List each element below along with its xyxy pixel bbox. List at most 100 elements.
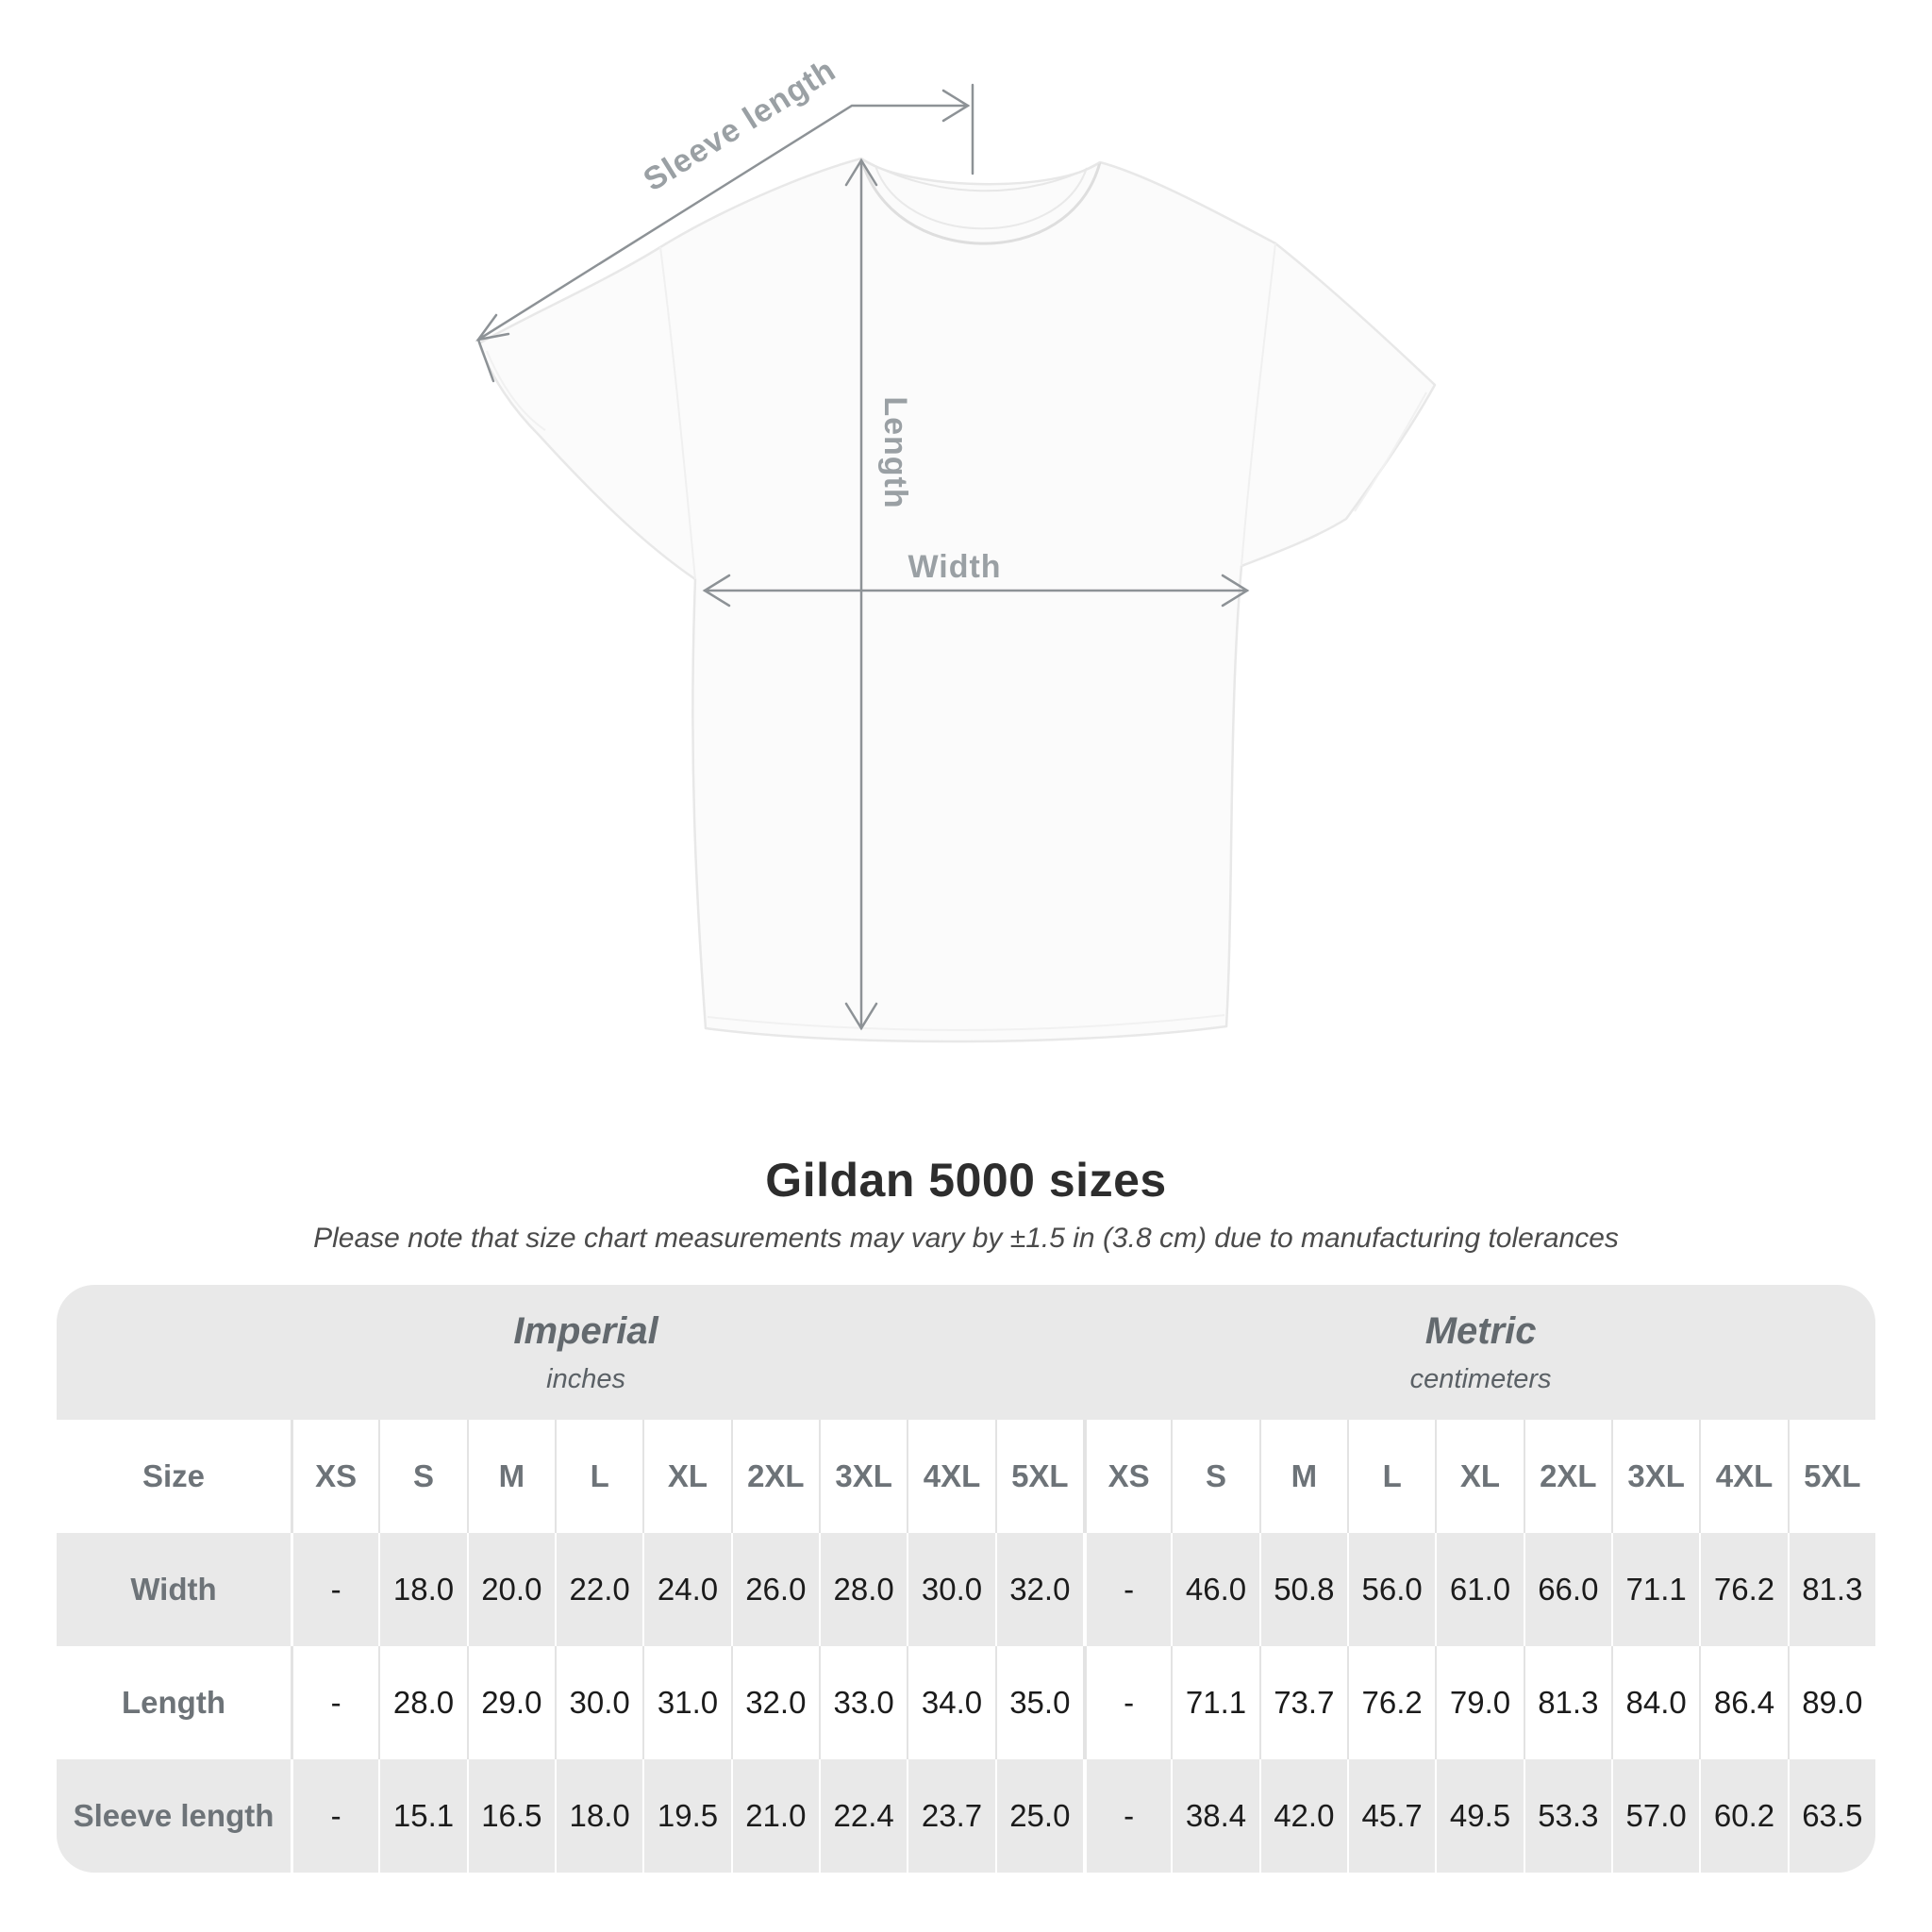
metric-header: Metric centimeters [1410, 1310, 1552, 1395]
row-label: Width [130, 1572, 217, 1607]
arrowhead-diagonal [475, 313, 510, 341]
metric-header-unit: centimeters [1409, 1363, 1552, 1394]
row-label: Sleeve length [73, 1798, 275, 1833]
tshirt-illustration [477, 157, 1437, 1043]
hem-stitch-line [707, 1014, 1225, 1032]
arrowhead-down [844, 1002, 878, 1031]
table-cell: 34.0 [907, 1646, 994, 1759]
table-cell: 22.4 [819, 1759, 907, 1873]
table-cell: 30.0 [907, 1533, 994, 1646]
table-cell: 86.4 [1699, 1646, 1787, 1759]
size-header-cell: 2XL [730, 1420, 819, 1533]
size-table: Imperial inches Metric centimeters Size … [57, 1285, 1875, 1873]
arrowhead-right2 [1221, 574, 1250, 608]
table-row-sleeve-length: Sleeve length - 15.1 16.5 18.0 19.5 21.0… [57, 1759, 1875, 1873]
table-cell: 19.5 [642, 1759, 730, 1873]
length-dimension-line [844, 158, 878, 1031]
tshirt-measurement-diagram: Sleeve length Length Width [475, 52, 1437, 1043]
size-header-cell: XS [1083, 1420, 1171, 1533]
page-title: Gildan 5000 sizes [765, 1154, 1167, 1207]
table-cell: 79.0 [1435, 1646, 1523, 1759]
size-header-cell: 4XL [1699, 1420, 1787, 1533]
table-cell: 15.1 [378, 1759, 466, 1873]
table-cell: 20.0 [466, 1533, 555, 1646]
table-cell: 32.0 [730, 1646, 819, 1759]
tshirt-body [477, 157, 1437, 1043]
table-cell: 50.8 [1258, 1533, 1347, 1646]
table-cell: 38.4 [1171, 1759, 1258, 1873]
width-dimension-line [702, 574, 1250, 608]
collar-front-rim [859, 158, 1102, 245]
table-cell: 18.0 [378, 1533, 466, 1646]
table-cell: 42.0 [1258, 1759, 1347, 1873]
size-header-cell: S [378, 1420, 466, 1533]
table-cell: 26.0 [730, 1533, 819, 1646]
sleeve-length-dimension-line [475, 83, 974, 383]
size-header-cell: 2XL [1523, 1420, 1611, 1533]
table-cell: 57.0 [1611, 1759, 1699, 1873]
table-cell: - [1083, 1646, 1171, 1759]
table-cell: 56.0 [1347, 1533, 1435, 1646]
table-cell: 28.0 [819, 1533, 907, 1646]
imperial-header-name: Imperial [513, 1309, 658, 1352]
table-cell: 22.0 [555, 1533, 642, 1646]
table-cell: 76.2 [1699, 1533, 1787, 1646]
size-header-cell: XL [642, 1420, 730, 1533]
table-cell: 35.0 [994, 1646, 1083, 1759]
table-cell: 33.0 [819, 1646, 907, 1759]
size-header-cell: L [555, 1420, 642, 1533]
table-cell: 71.1 [1611, 1533, 1699, 1646]
table-cell: - [1083, 1759, 1171, 1873]
table-row-length: Length - 28.0 29.0 30.0 31.0 32.0 33.0 3… [57, 1646, 1875, 1759]
table-cell: 63.5 [1787, 1759, 1875, 1873]
table-cell: 29.0 [466, 1646, 555, 1759]
table-cell: 28.0 [378, 1646, 466, 1759]
table-cell: 73.7 [1258, 1646, 1347, 1759]
size-header-cell: XS [291, 1420, 378, 1533]
table-cell: 30.0 [555, 1646, 642, 1759]
row-label: Length [122, 1685, 225, 1720]
arrowhead-left [702, 574, 731, 608]
arrowhead-right [941, 89, 971, 123]
table-cell: 21.0 [730, 1759, 819, 1873]
collar-back-line [860, 158, 1101, 192]
table-cell: 31.0 [642, 1646, 730, 1759]
size-header-row: Size XS S M L XL 2XL 3XL 4XL 5XL XS S M … [57, 1420, 1875, 1533]
unit-header-band: Imperial inches Metric centimeters [57, 1285, 1875, 1420]
table-cell: 76.2 [1347, 1646, 1435, 1759]
imperial-header-unit: inches [546, 1363, 625, 1394]
table-cell: - [291, 1646, 378, 1759]
table-cell: 45.7 [1347, 1759, 1435, 1873]
table-cell: 18.0 [555, 1759, 642, 1873]
table-cell: 89.0 [1787, 1646, 1875, 1759]
size-header-cell: 5XL [994, 1420, 1083, 1533]
size-column-header: Size [142, 1458, 206, 1493]
table-cell: 60.2 [1699, 1759, 1787, 1873]
length-label: Length [877, 396, 913, 508]
size-header-cell: 5XL [1787, 1420, 1875, 1533]
table-cell: - [1083, 1533, 1171, 1646]
table-cell: 16.5 [466, 1759, 555, 1873]
table-cell: 23.7 [907, 1759, 994, 1873]
table-cell: 24.0 [642, 1533, 730, 1646]
dimension-lines [475, 83, 1250, 1031]
table-cell: 71.1 [1171, 1646, 1258, 1759]
table-cell: 53.3 [1523, 1759, 1611, 1873]
size-header-cell: 4XL [907, 1420, 994, 1533]
table-cell: 25.0 [994, 1759, 1083, 1873]
right-sleeve-seam [1241, 242, 1276, 567]
table-cell: 81.3 [1787, 1533, 1875, 1646]
size-header-cell: M [1258, 1420, 1347, 1533]
left-cuff-stitch [486, 350, 546, 431]
size-header-cell: S [1171, 1420, 1258, 1533]
size-header-cell: XL [1435, 1420, 1523, 1533]
table-cell: 32.0 [994, 1533, 1083, 1646]
size-header-cell: M [466, 1420, 555, 1533]
left-sleeve-seam [659, 246, 696, 580]
imperial-header: Imperial inches [513, 1310, 658, 1395]
table-cell: 49.5 [1435, 1759, 1523, 1873]
table-cell: 66.0 [1523, 1533, 1611, 1646]
table-cell: - [291, 1533, 378, 1646]
table-cell: - [291, 1759, 378, 1873]
